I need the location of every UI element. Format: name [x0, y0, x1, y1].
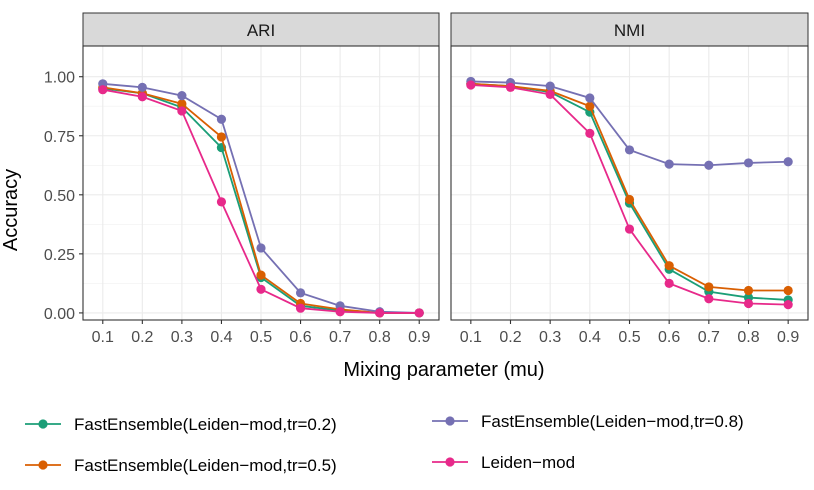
legend-key-point: [445, 416, 455, 426]
data-point: [177, 106, 187, 116]
data-point: [505, 82, 516, 92]
legend-label: FastEnsemble(Leiden−mod,tr=0.2): [74, 415, 337, 434]
data-point: [295, 288, 306, 298]
data-point: [177, 99, 187, 109]
facet-strip: [450, 12, 809, 47]
facet-title: ARI: [247, 21, 275, 40]
data-point: [216, 132, 227, 142]
data-point: [783, 300, 793, 310]
data-point: [137, 82, 147, 92]
x-tick-label: 0.4: [210, 329, 232, 346]
x-tick-label: 0.3: [539, 329, 561, 346]
y-tick-label: 0.50: [44, 188, 75, 205]
y-tick-label: 0.00: [44, 306, 75, 323]
data-point: [545, 81, 555, 91]
data-point: [216, 197, 227, 207]
legend-key-point: [38, 419, 48, 429]
x-tick-label: 0.9: [408, 329, 430, 346]
y-tick-label: 1.00: [44, 70, 75, 87]
x-tick-label: 0.8: [369, 329, 391, 346]
legend-label: FastEnsemble(Leiden−mod,tr=0.8): [481, 412, 744, 431]
data-point: [375, 308, 385, 318]
data-point: [783, 157, 793, 167]
data-point: [466, 80, 476, 90]
legend-key-point: [445, 457, 455, 467]
data-point: [585, 93, 595, 103]
legend-label: Leiden−mod: [481, 453, 575, 472]
x-tick-label: 0.6: [289, 329, 311, 346]
facet-strip: [82, 12, 440, 47]
x-tick-label: 0.5: [250, 329, 272, 346]
x-tick-label: 0.8: [737, 329, 759, 346]
data-point: [624, 224, 635, 234]
x-tick-label: 0.2: [131, 329, 153, 346]
data-point: [664, 261, 674, 271]
legend-item: FastEnsemble(Leiden−mod,tr=0.5): [25, 456, 337, 475]
data-point: [704, 160, 714, 170]
data-point: [704, 294, 714, 304]
legend-item: Leiden−mod: [432, 453, 575, 472]
data-point: [585, 101, 595, 111]
data-point: [743, 298, 754, 309]
data-point: [256, 243, 266, 253]
data-point: [743, 158, 754, 168]
data-point: [137, 92, 147, 102]
x-tick-label: 0.3: [171, 329, 193, 346]
legend-key-point: [38, 460, 48, 470]
legend-label: FastEnsemble(Leiden−mod,tr=0.5): [74, 456, 337, 475]
x-tick-label: 0.7: [698, 329, 720, 346]
data-point: [624, 145, 635, 155]
x-tick-label: 0.5: [618, 329, 640, 346]
data-point: [545, 89, 555, 100]
data-point: [585, 128, 595, 138]
facet-title: NMI: [614, 21, 645, 40]
panel-nmi: NMI 0.1 0.2 0.3 0.4 0.5 0.6 0.7 0.8 0.9: [450, 12, 809, 346]
legend: FastEnsemble(Leiden−mod,tr=0.2) FastEnsem…: [25, 412, 744, 475]
data-point: [664, 159, 674, 169]
x-tick-label: 0.9: [777, 329, 799, 346]
legend-item: FastEnsemble(Leiden−mod,tr=0.2): [25, 415, 337, 434]
y-tick-label: 0.25: [44, 247, 75, 264]
data-point: [256, 270, 266, 280]
x-tick-label: 0.4: [579, 329, 601, 346]
x-axis-title: Mixing parameter (mu): [343, 359, 544, 381]
x-tick-label: 0.7: [329, 329, 351, 346]
data-point: [295, 303, 306, 313]
y-tick-label: 0.75: [44, 129, 75, 146]
x-tick-label: 0.1: [460, 329, 482, 346]
legend-item: FastEnsemble(Leiden−mod,tr=0.8): [432, 412, 744, 431]
data-point: [783, 285, 793, 296]
y-axis-title: Accuracy: [0, 169, 22, 251]
data-point: [256, 284, 266, 294]
data-point: [177, 91, 187, 101]
data-point: [98, 85, 108, 95]
data-point: [414, 308, 424, 318]
panel-ari: ARI 0.1 0.2 0.3 0.4 0.5 0.6 0.7 0.8 0.9 0.00 0.25 0.…: [44, 12, 440, 346]
x-tick-label: 0.1: [92, 329, 114, 346]
x-tick-label: 0.6: [658, 329, 680, 346]
data-point: [704, 282, 714, 292]
data-point: [743, 285, 754, 296]
data-point: [624, 194, 635, 205]
data-point: [216, 114, 227, 124]
x-tick-label: 0.2: [499, 329, 521, 346]
data-point: [335, 307, 345, 317]
data-point: [664, 278, 674, 288]
